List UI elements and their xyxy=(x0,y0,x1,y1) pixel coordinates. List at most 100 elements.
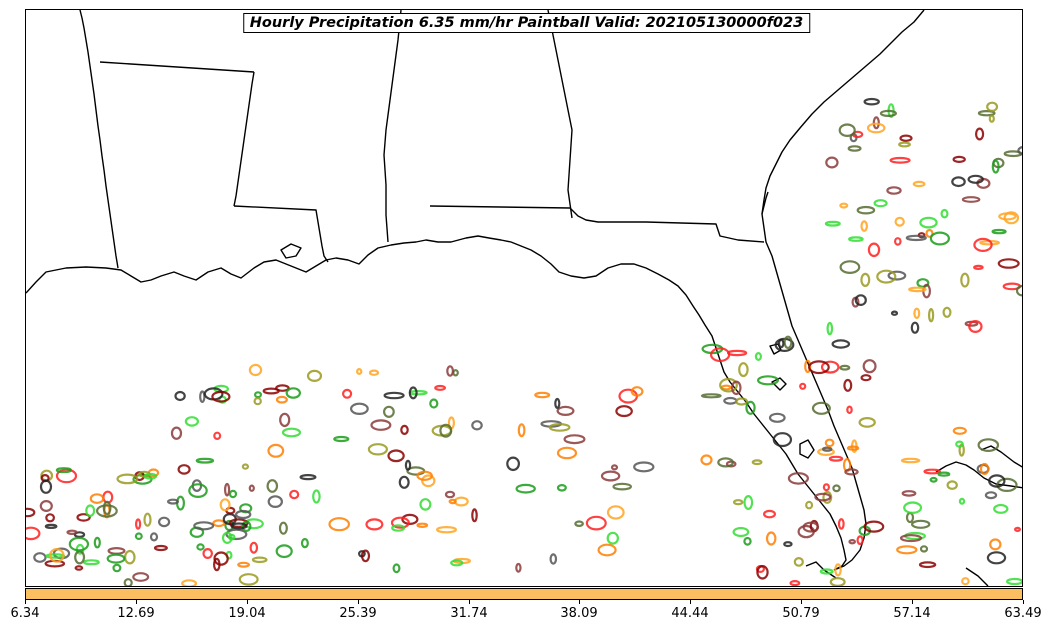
state-border xyxy=(547,10,573,219)
precip-contour xyxy=(116,473,139,485)
precip-contour xyxy=(843,378,853,392)
precip-contour xyxy=(39,479,53,494)
precip-contour xyxy=(927,308,935,323)
precip-contour xyxy=(905,511,915,524)
precip-contour xyxy=(93,536,101,549)
precip-contour xyxy=(556,446,578,460)
precip-contour xyxy=(234,509,252,520)
colorbar-tick xyxy=(358,600,359,604)
precip-contour xyxy=(986,551,1007,565)
precip-contour xyxy=(554,397,561,409)
precip-contour xyxy=(824,220,841,227)
precip-contour xyxy=(370,419,392,431)
precip-contour xyxy=(733,499,744,506)
precip-contour xyxy=(212,519,226,528)
precip-contour xyxy=(392,563,401,574)
precip-contour xyxy=(356,368,363,376)
precip-contour xyxy=(444,490,456,499)
precip-contour xyxy=(919,545,929,553)
precip-contour xyxy=(893,237,902,246)
precip-contour xyxy=(267,443,285,458)
precip-contour xyxy=(368,369,380,376)
precip-contour xyxy=(913,307,921,319)
precip-contour xyxy=(446,365,455,377)
precip-contour xyxy=(102,500,112,516)
precip-contour xyxy=(606,505,625,520)
precip-contour xyxy=(219,498,231,512)
precip-contour xyxy=(942,306,952,318)
precip-contour xyxy=(275,544,293,559)
colorbar xyxy=(25,588,1023,600)
precip-contour xyxy=(143,512,152,527)
precip-contour xyxy=(898,141,911,148)
precip-contour xyxy=(814,492,832,502)
colorbar-tick-label: 63.49 xyxy=(1004,606,1042,621)
coastline xyxy=(935,461,1022,489)
precip-contour xyxy=(143,472,158,480)
precip-contour xyxy=(167,498,180,505)
precip-contour xyxy=(730,380,742,396)
precip-contour xyxy=(436,526,458,534)
colorbar-tick-label: 25.39 xyxy=(339,606,377,621)
precip-contour xyxy=(95,504,118,518)
colorbar-tick-label: 31.74 xyxy=(450,606,488,621)
coastline xyxy=(799,439,815,459)
precip-contour xyxy=(967,174,984,184)
colorbar-tick-label: 19.04 xyxy=(228,606,266,621)
precip-contour xyxy=(85,504,96,517)
precip-contour xyxy=(367,443,388,456)
colorbar-tick xyxy=(801,600,802,604)
precip-contour xyxy=(873,199,888,208)
precip-contour xyxy=(238,573,259,586)
precip-contour xyxy=(254,391,263,399)
precip-contour xyxy=(894,216,905,227)
precip-contour xyxy=(961,577,970,586)
precip-contour xyxy=(783,335,793,349)
precip-contour xyxy=(106,553,126,564)
precip-contour xyxy=(989,538,1002,551)
precip-contour xyxy=(408,386,418,400)
precip-contour xyxy=(556,405,575,416)
precip-contour xyxy=(735,397,748,406)
precip-contour xyxy=(404,459,412,471)
precip-contour xyxy=(44,523,58,530)
precip-contour xyxy=(224,482,231,497)
precip-contour xyxy=(471,508,478,523)
precip-contour xyxy=(300,537,309,549)
precip-contour xyxy=(279,412,291,428)
precip-contour xyxy=(221,531,233,545)
precip-contour xyxy=(802,521,820,533)
colorbar-tick xyxy=(247,600,248,604)
precip-contour xyxy=(832,484,841,493)
precip-contour xyxy=(856,205,876,215)
precip-contour xyxy=(912,180,926,188)
precip-contour xyxy=(416,522,429,529)
precip-contour xyxy=(134,532,143,541)
precip-contour xyxy=(860,374,872,382)
precip-contour xyxy=(193,521,215,531)
precip-contour xyxy=(783,541,793,548)
precip-contour xyxy=(828,455,844,462)
precip-contour xyxy=(756,375,779,386)
colorbar-tick-label: 44.44 xyxy=(671,606,709,621)
precip-contour xyxy=(977,109,996,117)
precip-contour xyxy=(600,470,621,482)
precip-contour xyxy=(202,547,213,559)
precip-contour xyxy=(439,423,453,438)
precip-contour xyxy=(26,507,36,518)
precip-contour xyxy=(429,398,439,409)
precip-contour xyxy=(940,208,949,219)
precip-contour xyxy=(918,561,937,569)
precip-contour xyxy=(248,363,263,377)
state-border xyxy=(233,205,329,263)
precip-contour xyxy=(213,431,222,440)
precip-contour xyxy=(910,321,920,334)
precip-contour xyxy=(860,220,869,232)
precip-contour xyxy=(237,561,251,568)
precip-contour xyxy=(610,464,619,471)
precip-contour xyxy=(997,258,1020,269)
precip-contour xyxy=(929,231,951,246)
precip-contour xyxy=(837,518,845,530)
precip-contour xyxy=(844,468,859,476)
precip-contour xyxy=(745,400,756,415)
